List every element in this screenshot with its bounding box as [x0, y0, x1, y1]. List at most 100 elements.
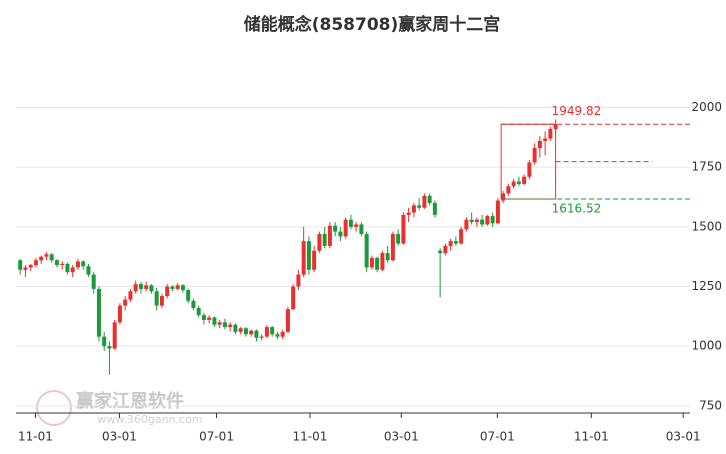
candle-body [191, 300, 196, 308]
candle-body [254, 330, 259, 338]
candle-body [33, 260, 38, 266]
candle-body [516, 181, 521, 184]
candle-body [86, 266, 91, 275]
candle-body [264, 327, 269, 337]
candle-body [65, 263, 70, 273]
candle-body [548, 128, 553, 139]
candle-body [75, 261, 80, 268]
candle-body [60, 263, 65, 266]
candle-body [201, 315, 206, 320]
candle-body [422, 195, 427, 208]
candle-body [348, 219, 353, 227]
candle-body [217, 322, 222, 325]
candle-body [354, 224, 359, 227]
y-tick-label: 1250 [691, 279, 722, 293]
candle-body [380, 253, 385, 270]
candle-body [506, 186, 511, 194]
candle-body [537, 140, 542, 149]
candle-body [133, 284, 138, 292]
candle-body [249, 330, 254, 335]
candle-body [322, 234, 327, 246]
candle-body [81, 261, 86, 267]
candle-body [364, 234, 369, 268]
candle-body [485, 216, 490, 225]
x-tick-label: 03-01 [102, 430, 137, 444]
candle-body [138, 284, 143, 289]
candle-body [406, 212, 411, 215]
candle-body [186, 290, 191, 301]
candle-body [369, 257, 374, 268]
candle-body [149, 285, 154, 292]
candle-body [459, 229, 464, 244]
x-tick-label: 07-01 [480, 430, 515, 444]
candle-body [102, 336, 107, 347]
candle-body [543, 138, 548, 141]
candle-body [338, 231, 343, 237]
candle-body [49, 254, 54, 261]
candle-body [123, 299, 128, 306]
candle-body [306, 241, 311, 270]
watermark-logo [36, 390, 72, 426]
watermark-url: www.360gann.com [97, 413, 202, 426]
candle-body [438, 250, 443, 254]
candle-body [196, 307, 201, 316]
candle-body [154, 291, 159, 306]
candle-body [238, 328, 243, 332]
candle-body [165, 286, 170, 297]
candle-body [228, 324, 233, 328]
candle-body [54, 260, 59, 266]
candle-body [107, 346, 112, 349]
candle-body [401, 214, 406, 244]
x-tick-label: 03-01 [384, 430, 419, 444]
candle-body [70, 267, 75, 273]
candle-body [159, 296, 164, 306]
candle-body [474, 219, 479, 223]
x-tick-label: 11-01 [293, 430, 328, 444]
y-tick-label: 1500 [691, 219, 722, 233]
candle-body [390, 234, 395, 261]
candle-body [359, 224, 364, 234]
candle-body [396, 234, 401, 244]
candle-body [96, 288, 101, 337]
candle-body [275, 334, 280, 337]
candle-body [112, 322, 117, 349]
candle-body [417, 205, 422, 208]
y-tick-label: 2000 [691, 100, 722, 114]
candle-body [464, 219, 469, 230]
candle-body [280, 331, 285, 337]
candle-body [522, 176, 527, 184]
candle-body [443, 245, 448, 254]
candle-body [175, 285, 180, 289]
candle-body [490, 216, 495, 224]
candle-body [18, 260, 23, 270]
candle-body [501, 193, 506, 201]
candle-body [312, 250, 317, 270]
candle-body [23, 267, 28, 270]
candle-body [180, 285, 185, 291]
candle-body [375, 257, 380, 270]
candle-body [427, 195, 432, 203]
candle-body [327, 225, 332, 246]
candle-body [469, 219, 474, 223]
candle-body [233, 324, 238, 332]
watermark: 赢家江恩软件 [76, 390, 184, 412]
x-tick-label: 07-01 [199, 430, 234, 444]
candle-body [285, 309, 290, 332]
candle-body [301, 241, 306, 275]
candle-body [28, 265, 33, 268]
x-tick-label: 11-01 [18, 430, 53, 444]
candle-body [527, 162, 532, 177]
candle-body [259, 336, 264, 338]
candle-body [91, 274, 96, 289]
candle-body [532, 148, 537, 163]
candle-body [432, 202, 437, 215]
low-label: 1616.52 [552, 202, 602, 216]
x-tick-label: 11-01 [574, 430, 609, 444]
candle-body [128, 291, 133, 300]
candle-body [317, 234, 322, 251]
y-tick-label: 1000 [691, 339, 722, 353]
candle-body [385, 253, 390, 261]
candle-body [480, 219, 485, 225]
candle-body [291, 286, 296, 310]
